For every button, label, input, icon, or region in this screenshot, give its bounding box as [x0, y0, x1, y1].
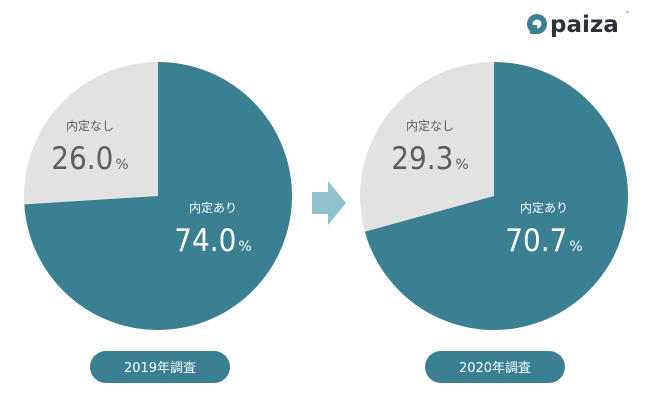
pie-chart-2020: 内定なし 29.3% 内定あり 70.7%: [360, 62, 629, 330]
survey-badge-2019-bg: [90, 351, 230, 383]
label-offer-2019: 内定あり: [189, 200, 237, 215]
slice-offer-2019: [24, 62, 292, 330]
slice-no-offer-2019: [23, 61, 158, 205]
value-number-offer-2019: 74.0: [174, 223, 236, 259]
value-unit-no-offer-2020: %: [455, 157, 468, 173]
transition-arrow-icon: [312, 181, 346, 225]
paiza-logo: paiza ™: [527, 11, 630, 38]
survey-badge-2020-label: 2020年調査: [459, 361, 531, 376]
value-no-offer-2020: 29.3%: [391, 141, 468, 177]
survey-badge-2020-bg: [425, 351, 565, 383]
value-unit-no-offer-2019: %: [115, 157, 128, 173]
value-number-offer-2020: 70.7: [505, 223, 567, 259]
value-number-no-offer-2019: 26.0: [51, 141, 113, 177]
value-offer-2019: 74.0%: [174, 223, 251, 259]
label-no-offer-2019: 内定なし: [66, 118, 114, 133]
label-offer-2020: 内定あり: [520, 200, 568, 215]
slice-offer-2020: [364, 62, 629, 330]
value-unit-offer-2020: %: [569, 239, 582, 255]
paiza-trademark: ™: [625, 11, 630, 17]
value-offer-2020: 70.7%: [505, 223, 582, 259]
paiza-logo-icon: [527, 14, 547, 34]
value-number-no-offer-2020: 29.3: [391, 141, 453, 177]
survey-badge-2019: 2019年調査: [90, 351, 230, 383]
label-no-offer-2020: 内定なし: [406, 118, 454, 133]
slice-no-offer-2020: [360, 62, 494, 232]
paiza-logo-text: paiza: [550, 12, 619, 38]
survey-badge-2020: 2020年調査: [425, 351, 565, 383]
value-no-offer-2019: 26.0%: [51, 141, 128, 177]
value-unit-offer-2019: %: [238, 239, 251, 255]
pie-chart-2019: 内定なし 26.0% 内定あり 74.0%: [23, 61, 292, 330]
survey-badge-2019-label: 2019年調査: [124, 361, 196, 376]
